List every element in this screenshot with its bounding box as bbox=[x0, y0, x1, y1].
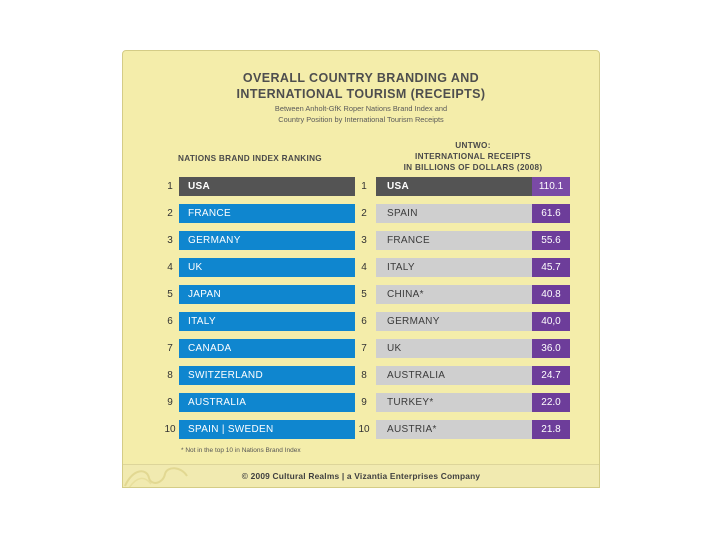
left-rank-number: 4 bbox=[167, 262, 173, 273]
table-row: 4 UK 4 ITALY 45.7 bbox=[123, 258, 599, 277]
left-column-header: NATIONS BRAND INDEX RANKING bbox=[178, 154, 322, 163]
receipts-value: 55.6 bbox=[532, 231, 570, 250]
receipts-country: ITALY bbox=[376, 258, 532, 277]
right-rank-number: 9 bbox=[361, 397, 367, 408]
brand-index-country: FRANCE bbox=[179, 204, 355, 223]
left-rank-number: 8 bbox=[167, 370, 173, 381]
receipts-country: TURKEY* bbox=[376, 393, 532, 412]
right-column-header-line3: IN BILLIONS OF DOLLARS (2008) bbox=[403, 163, 543, 172]
left-rank-number: 1 bbox=[167, 181, 173, 192]
receipts-value: 61.6 bbox=[532, 204, 570, 223]
table-row: 5 JAPAN 5 CHINA* 40.8 bbox=[123, 285, 599, 304]
left-rank-number: 2 bbox=[167, 208, 173, 219]
left-rank-number: 6 bbox=[167, 316, 173, 327]
infographic-card: OVERALL COUNTRY BRANDING AND INTERNATION… bbox=[122, 50, 600, 488]
right-rank-number: 5 bbox=[361, 289, 367, 300]
decorative-swirl-icon bbox=[124, 467, 188, 487]
receipts-value: 45.7 bbox=[532, 258, 570, 277]
right-column-header-line1: UNTWO: bbox=[455, 141, 491, 150]
receipts-value: 22.0 bbox=[532, 393, 570, 412]
brand-index-country: ITALY bbox=[179, 312, 355, 331]
receipts-country: AUSTRALIA bbox=[376, 366, 532, 385]
brand-index-country: GERMANY bbox=[179, 231, 355, 250]
receipts-value: 40,0 bbox=[532, 312, 570, 331]
right-rank-number: 1 bbox=[361, 181, 367, 192]
receipts-value: 110.1 bbox=[532, 177, 570, 196]
table-row: 8 SWITZERLAND 8 AUSTRALIA 24.7 bbox=[123, 366, 599, 385]
left-rank-number: 7 bbox=[167, 343, 173, 354]
table-row: 7 CANADA 7 UK 36.0 bbox=[123, 339, 599, 358]
receipts-country: SPAIN bbox=[376, 204, 532, 223]
brand-index-country: UK bbox=[179, 258, 355, 277]
right-rank-number: 3 bbox=[361, 235, 367, 246]
table-row: 6 ITALY 6 GERMANY 40,0 bbox=[123, 312, 599, 331]
receipts-value: 40.8 bbox=[532, 285, 570, 304]
left-rank-number: 3 bbox=[167, 235, 173, 246]
receipts-value: 21.8 bbox=[532, 420, 570, 439]
table-row: 10 SPAIN | SWEDEN 10 AUSTRIA* 21.8 bbox=[123, 420, 599, 439]
receipts-country: AUSTRIA* bbox=[376, 420, 532, 439]
copyright-text: © 2009 Cultural Realms | a Vizantia Ente… bbox=[241, 471, 481, 481]
brand-index-country: JAPAN bbox=[179, 285, 355, 304]
receipts-country: GERMANY bbox=[376, 312, 532, 331]
receipts-value: 24.7 bbox=[532, 366, 570, 385]
receipts-country: FRANCE bbox=[376, 231, 532, 250]
footnote: * Not in the top 10 in Nations Brand Ind… bbox=[181, 447, 301, 454]
right-rank-number: 10 bbox=[358, 424, 370, 435]
right-rank-number: 4 bbox=[361, 262, 367, 273]
receipts-country: CHINA* bbox=[376, 285, 532, 304]
table-row: 9 AUSTRALIA 9 TURKEY* 22.0 bbox=[123, 393, 599, 412]
left-rank-number: 10 bbox=[164, 424, 176, 435]
right-column-header-line2: INTERNATIONAL RECEIPTS bbox=[415, 152, 531, 161]
right-rank-number: 6 bbox=[361, 316, 367, 327]
receipts-country: UK bbox=[376, 339, 532, 358]
footer-band bbox=[123, 464, 599, 487]
chart-subtitle-line2: Country Position by International Touris… bbox=[278, 115, 444, 124]
brand-index-country: CANADA bbox=[179, 339, 355, 358]
left-rank-number: 5 bbox=[167, 289, 173, 300]
right-rank-number: 8 bbox=[361, 370, 367, 381]
right-rank-number: 7 bbox=[361, 343, 367, 354]
brand-index-country: SWITZERLAND bbox=[179, 366, 355, 385]
brand-index-country: AUSTRALIA bbox=[179, 393, 355, 412]
brand-index-country: SPAIN | SWEDEN bbox=[179, 420, 355, 439]
chart-subtitle-line1: Between Anholt-GfK Roper Nations Brand I… bbox=[274, 104, 448, 113]
left-rank-number: 9 bbox=[167, 397, 173, 408]
table-row: 1 USA 1 USA 110.1 bbox=[123, 177, 599, 196]
brand-index-country: USA bbox=[179, 177, 355, 196]
chart-title-line2: INTERNATIONAL TOURISM (RECEIPTS) bbox=[236, 87, 486, 101]
receipts-value: 36.0 bbox=[532, 339, 570, 358]
receipts-country: USA bbox=[376, 177, 532, 196]
table-row: 2 FRANCE 2 SPAIN 61.6 bbox=[123, 204, 599, 223]
table-row: 3 GERMANY 3 FRANCE 55.6 bbox=[123, 231, 599, 250]
right-rank-number: 2 bbox=[361, 208, 367, 219]
chart-title-line1: OVERALL COUNTRY BRANDING AND bbox=[242, 71, 480, 85]
